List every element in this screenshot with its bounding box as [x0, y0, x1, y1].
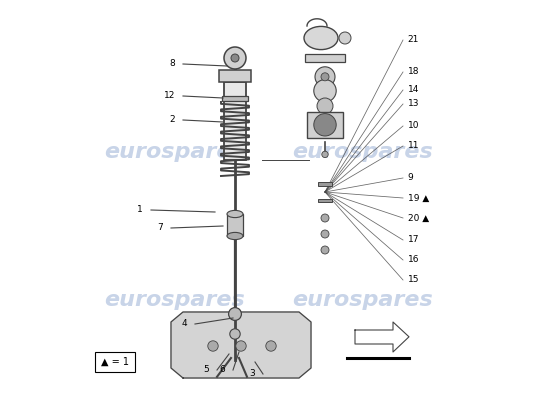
Text: 3: 3: [249, 370, 255, 378]
Text: 6: 6: [219, 366, 225, 374]
Ellipse shape: [231, 54, 239, 62]
Bar: [318, 182, 332, 186]
Bar: [219, 70, 251, 82]
Text: 12: 12: [164, 92, 175, 100]
Text: 14: 14: [408, 86, 419, 94]
Circle shape: [315, 67, 335, 87]
Text: 11: 11: [408, 142, 419, 150]
Polygon shape: [171, 312, 311, 378]
Text: 15: 15: [408, 276, 419, 284]
Text: 13: 13: [408, 100, 419, 108]
Text: eurospares: eurospares: [293, 142, 433, 162]
Circle shape: [314, 114, 336, 136]
Text: 19 ▲: 19 ▲: [408, 194, 429, 202]
Bar: [222, 96, 249, 101]
Circle shape: [321, 230, 329, 238]
Bar: [305, 54, 345, 62]
Text: 20 ▲: 20 ▲: [408, 214, 429, 222]
Text: 17: 17: [408, 236, 419, 244]
Circle shape: [236, 341, 246, 351]
Text: ▲ = 1: ▲ = 1: [101, 357, 129, 367]
Text: 10: 10: [408, 122, 419, 130]
Text: 8: 8: [169, 60, 175, 68]
Circle shape: [314, 80, 336, 102]
Bar: [224, 82, 246, 160]
Text: 16: 16: [408, 256, 419, 264]
Circle shape: [322, 151, 328, 158]
Text: eurospares: eurospares: [293, 290, 433, 310]
Circle shape: [208, 341, 218, 351]
Circle shape: [321, 246, 329, 254]
Circle shape: [339, 32, 351, 44]
Text: 9: 9: [408, 174, 414, 182]
Ellipse shape: [224, 47, 246, 69]
Ellipse shape: [304, 26, 338, 50]
Bar: [95, 352, 135, 372]
Bar: [227, 214, 243, 236]
Polygon shape: [355, 322, 409, 352]
Circle shape: [230, 329, 240, 339]
Text: 5: 5: [204, 366, 209, 374]
Ellipse shape: [227, 210, 243, 218]
Text: 21: 21: [408, 36, 419, 44]
Text: 18: 18: [408, 68, 419, 76]
Circle shape: [321, 73, 329, 81]
Bar: [307, 112, 343, 138]
Circle shape: [266, 341, 276, 351]
Ellipse shape: [227, 232, 243, 240]
Text: 1: 1: [138, 206, 143, 214]
Circle shape: [321, 214, 329, 222]
Text: 2: 2: [169, 116, 175, 124]
Circle shape: [317, 98, 333, 114]
Text: 4: 4: [182, 320, 187, 328]
Text: eurospares: eurospares: [104, 290, 245, 310]
Circle shape: [229, 308, 241, 320]
Bar: [318, 199, 332, 202]
Text: 7: 7: [157, 224, 163, 232]
Text: eurospares: eurospares: [104, 142, 245, 162]
